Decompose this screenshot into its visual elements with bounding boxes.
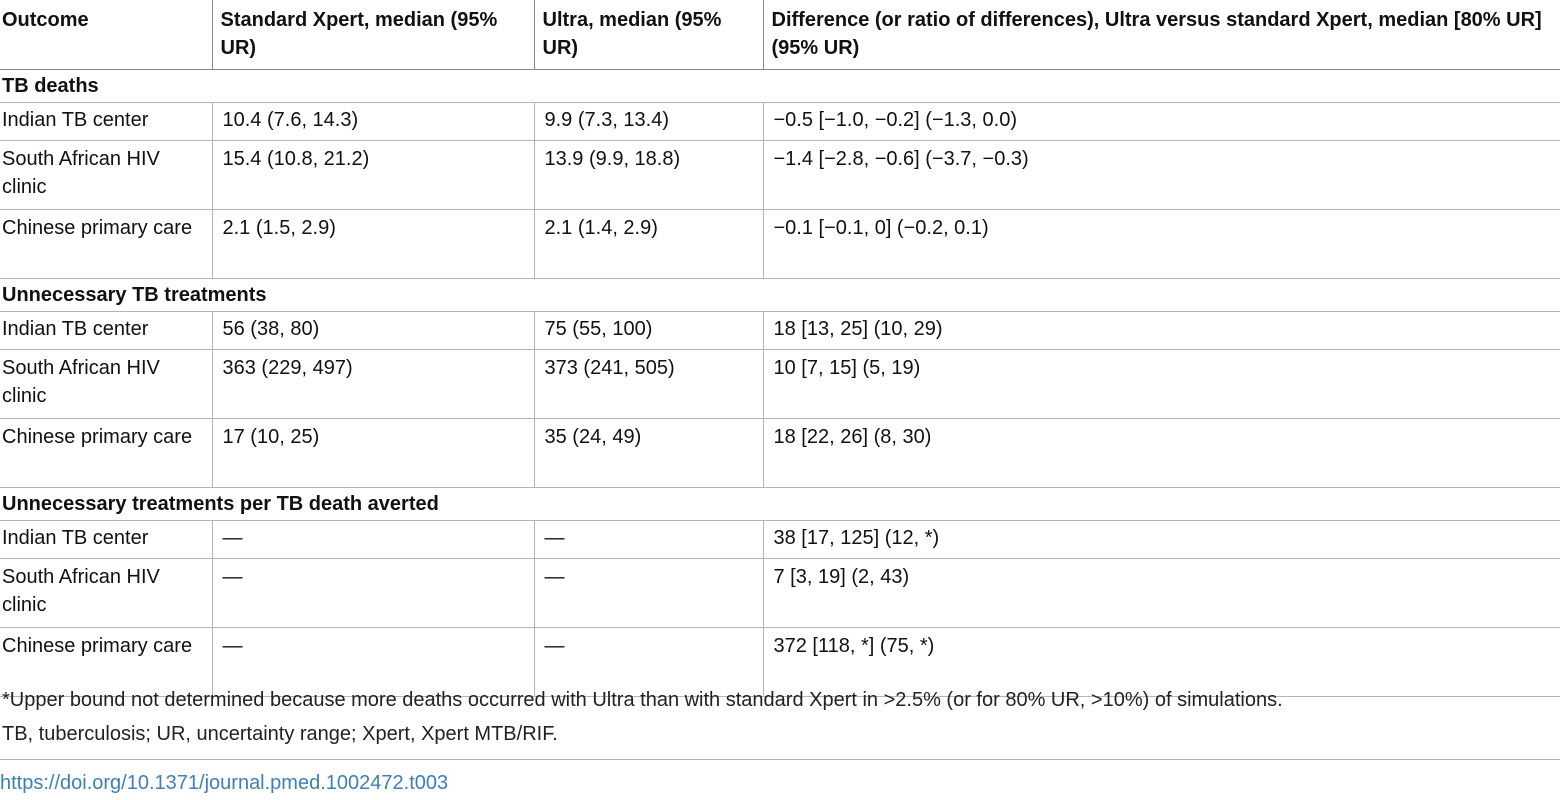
cell-difference: −1.4 [−2.8, −0.6] (−3.7, −0.3)	[762, 140, 1560, 210]
cell-difference: 38 [17, 125] (12, *)	[762, 520, 1560, 559]
cell-standard: 17 (10, 25)	[211, 418, 534, 488]
table-row: Indian TB center 56 (38, 80) 75 (55, 100…	[0, 311, 1560, 350]
cell-ultra: 35 (24, 49)	[533, 418, 763, 488]
header-difference: Difference (or ratio of differences), Ul…	[762, 0, 1560, 70]
table-row: Chinese primary care 2.1 (1.5, 2.9) 2.1 …	[0, 209, 1560, 279]
cell-ultra: 75 (55, 100)	[533, 311, 763, 350]
row-setting: Indian TB center	[0, 311, 212, 350]
cell-difference: −0.1 [−0.1, 0] (−0.2, 0.1)	[762, 209, 1560, 279]
section-title: Unnecessary TB treatments	[0, 278, 1560, 312]
cell-standard: 10.4 (7.6, 14.3)	[211, 102, 534, 141]
cell-difference: 10 [7, 15] (5, 19)	[762, 349, 1560, 419]
section-row-treatments-per-death-averted: Unnecessary treatments per TB death aver…	[0, 487, 1560, 521]
table-row: South African HIV clinic 15.4 (10.8, 21.…	[0, 140, 1560, 210]
divider	[0, 759, 1560, 760]
cell-standard: —	[211, 558, 534, 628]
row-setting: Chinese primary care	[0, 627, 212, 697]
cell-standard: —	[211, 520, 534, 559]
table-footnotes: *Upper bound not determined because more…	[2, 684, 1283, 752]
row-setting: Indian TB center	[0, 102, 212, 141]
section-title: Unnecessary treatments per TB death aver…	[0, 487, 1560, 521]
cell-difference: −0.5 [−1.0, −0.2] (−1.3, 0.0)	[762, 102, 1560, 141]
cell-standard: 363 (229, 497)	[211, 349, 534, 419]
cell-ultra: 13.9 (9.9, 18.8)	[533, 140, 763, 210]
table-row: Chinese primary care 17 (10, 25) 35 (24,…	[0, 418, 1560, 488]
header-ultra: Ultra, median (95% UR)	[533, 0, 763, 70]
section-row-unnecessary-treatments: Unnecessary TB treatments	[0, 278, 1560, 312]
cell-difference: 18 [13, 25] (10, 29)	[762, 311, 1560, 350]
row-setting: Chinese primary care	[0, 209, 212, 279]
cell-ultra: —	[533, 558, 763, 628]
cell-standard: 56 (38, 80)	[211, 311, 534, 350]
section-title: TB deaths	[0, 69, 1560, 103]
table-row: Indian TB center 10.4 (7.6, 14.3) 9.9 (7…	[0, 102, 1560, 141]
table-row: South African HIV clinic — — 7 [3, 19] (…	[0, 558, 1560, 628]
cell-difference: 7 [3, 19] (2, 43)	[762, 558, 1560, 628]
header-standard-xpert: Standard Xpert, median (95% UR)	[211, 0, 534, 70]
doi-link[interactable]: https://doi.org/10.1371/journal.pmed.100…	[0, 772, 449, 794]
cell-ultra: 9.9 (7.3, 13.4)	[533, 102, 763, 141]
footnote-abbreviations: TB, tuberculosis; UR, uncertainty range;…	[2, 723, 558, 745]
cell-ultra: —	[533, 520, 763, 559]
section-row-tb-deaths: TB deaths	[0, 69, 1560, 103]
table-row: Indian TB center — — 38 [17, 125] (12, *…	[0, 520, 1560, 559]
cell-difference: 18 [22, 26] (8, 30)	[762, 418, 1560, 488]
header-row: Outcome Standard Xpert, median (95% UR) …	[0, 0, 1560, 70]
header-outcome: Outcome	[0, 0, 212, 70]
cell-ultra: —	[533, 627, 763, 697]
cell-difference: 372 [118, *] (75, *)	[762, 627, 1560, 697]
cell-ultra: 373 (241, 505)	[533, 349, 763, 419]
table-row: South African HIV clinic 363 (229, 497) …	[0, 349, 1560, 419]
cell-ultra: 2.1 (1.4, 2.9)	[533, 209, 763, 279]
footnote-upper-bound: *Upper bound not determined because more…	[2, 689, 1283, 711]
cell-standard: 15.4 (10.8, 21.2)	[211, 140, 534, 210]
table-row: Chinese primary care — — 372 [118, *] (7…	[0, 627, 1560, 697]
row-setting: South African HIV clinic	[0, 558, 212, 628]
cell-standard: 2.1 (1.5, 2.9)	[211, 209, 534, 279]
row-setting: Indian TB center	[0, 520, 212, 559]
cell-standard: —	[211, 627, 534, 697]
row-setting: South African HIV clinic	[0, 140, 212, 210]
outcomes-table: Outcome Standard Xpert, median (95% UR) …	[0, 0, 1560, 697]
row-setting: Chinese primary care	[0, 418, 212, 488]
row-setting: South African HIV clinic	[0, 349, 212, 419]
